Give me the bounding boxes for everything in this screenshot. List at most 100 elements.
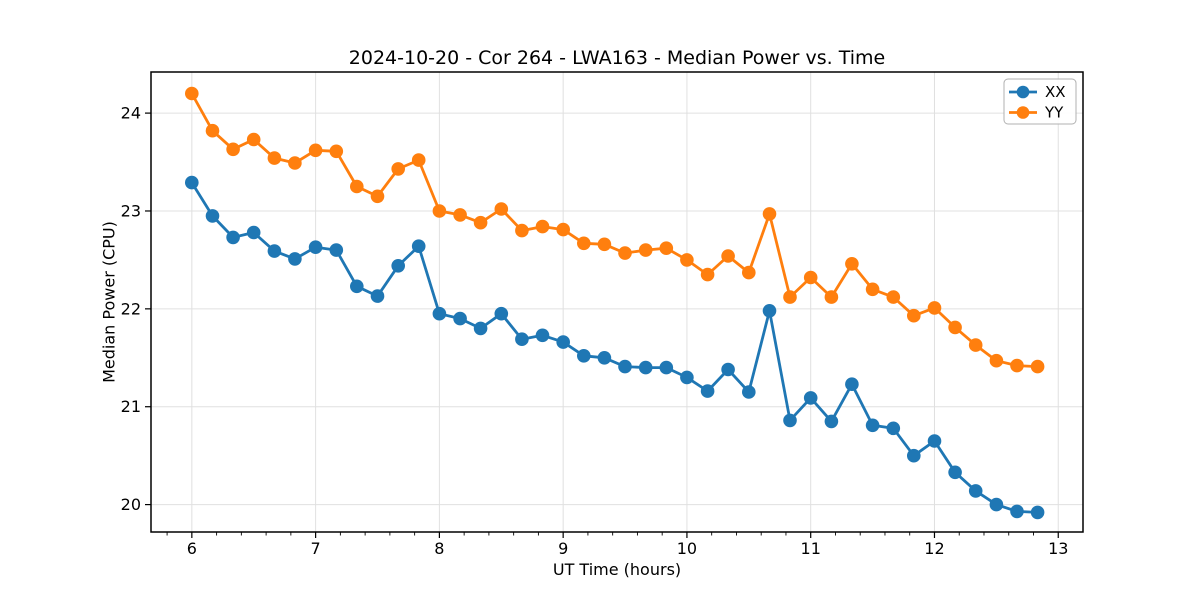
data-point-YY <box>597 237 612 252</box>
series-line-XX <box>190 181 1039 514</box>
data-point-YY <box>350 179 364 194</box>
data-point-XX <box>824 414 839 429</box>
data-point-YY <box>907 308 921 323</box>
data-point-XX <box>886 421 901 436</box>
data-point-XX <box>700 384 715 398</box>
data-point-YY <box>721 249 735 263</box>
x-tick-label: 8 <box>434 539 444 558</box>
data-point-YY <box>803 270 818 285</box>
data-point-YY <box>1030 359 1045 374</box>
data-point-XX <box>865 418 880 433</box>
y-axis-label: Median Power (CPU) <box>99 221 119 383</box>
data-point-YY <box>638 243 653 257</box>
data-point-YY <box>246 132 261 147</box>
data-point-YY <box>845 257 859 271</box>
data-point-XX <box>721 362 735 377</box>
data-point-YY <box>927 301 942 315</box>
data-point-YY <box>556 222 570 237</box>
data-point-YY <box>1010 358 1024 373</box>
data-point-YY <box>783 290 797 304</box>
tick-labels: 6 7 8 9 10 11 12 13 20 21 22 23 24 <box>121 104 1069 558</box>
data-point-YY <box>411 153 426 167</box>
data-point-XX <box>948 465 962 480</box>
y-tick-label: 23 <box>121 201 141 220</box>
chart-title: 2024-10-20 - Cor 264 - LWA163 - Median P… <box>348 47 886 69</box>
grid <box>151 72 1083 532</box>
data-point-YY <box>659 241 674 255</box>
series-line-YY <box>190 92 1039 368</box>
y-tick-label: 21 <box>121 397 141 416</box>
data-point-XX <box>308 240 323 254</box>
legend-entry-XX: XX <box>1009 83 1066 101</box>
x-tick-label: 12 <box>924 539 944 558</box>
data-point-YY <box>329 144 344 159</box>
data-point-XX <box>638 360 653 375</box>
data-point-YY <box>226 142 240 157</box>
data-point-YY <box>453 208 467 222</box>
legend-label-YY: YY <box>1044 104 1064 122</box>
data-point-XX <box>556 335 570 349</box>
axis-ticks <box>145 112 1059 538</box>
data-point-XX <box>762 304 777 318</box>
data-point-XX <box>742 385 756 399</box>
data-point-XX <box>494 306 509 321</box>
data-point-XX <box>535 328 550 343</box>
data-point-YY <box>824 290 839 304</box>
data-point-XX <box>370 289 385 303</box>
legend-marker-XX <box>1016 85 1030 99</box>
y-tick-label: 24 <box>121 104 141 123</box>
plot-frame <box>150 71 1084 533</box>
legend: XX YY <box>1003 78 1077 125</box>
data-point-XX <box>577 349 591 363</box>
data-point-XX <box>329 243 344 257</box>
x-tick-label: 7 <box>311 539 321 558</box>
data-point-YY <box>618 246 632 260</box>
data-point-YY <box>432 204 447 218</box>
data-point-YY <box>577 236 591 251</box>
data-point-YY <box>308 143 323 158</box>
x-axis-label: UT Time (hours) <box>552 560 682 579</box>
data-point-YY <box>865 282 880 297</box>
data-point-YY <box>948 320 962 335</box>
data-point-XX <box>411 239 426 253</box>
data-point-YY <box>680 253 694 267</box>
y-tick-label: 22 <box>121 299 141 318</box>
data-point-XX <box>185 175 199 190</box>
data-point-XX <box>453 311 467 326</box>
data-point-XX <box>1030 505 1045 520</box>
x-tick-label: 13 <box>1048 539 1068 558</box>
data-point-YY <box>762 207 777 221</box>
data-point-YY <box>391 162 406 176</box>
data-point-XX <box>205 209 220 223</box>
data-point-XX <box>1010 504 1024 519</box>
legend-marker-YY <box>1016 106 1030 119</box>
legend-label-XX: XX <box>1045 83 1066 101</box>
series-XX <box>185 175 1045 520</box>
data-point-YY <box>267 151 282 165</box>
data-point-XX <box>783 413 797 428</box>
data-point-YY <box>968 338 983 352</box>
series-YY <box>185 86 1045 374</box>
legend-entry-YY: YY <box>1009 104 1064 122</box>
x-tick-label: 10 <box>677 539 697 558</box>
data-point-YY <box>700 267 715 282</box>
data-point-XX <box>246 225 261 240</box>
data-point-YY <box>742 265 756 280</box>
data-point-XX <box>597 351 612 365</box>
data-point-XX <box>350 279 364 294</box>
data-point-XX <box>989 497 1004 512</box>
data-point-XX <box>515 332 529 347</box>
data-point-XX <box>267 244 282 258</box>
data-point-XX <box>226 230 240 245</box>
x-tick-label: 11 <box>801 539 821 558</box>
data-point-YY <box>370 189 385 204</box>
y-tick-label: 20 <box>121 495 141 514</box>
data-point-YY <box>288 156 302 170</box>
data-point-XX <box>391 259 406 273</box>
data-point-YY <box>185 86 199 101</box>
data-point-XX <box>845 377 859 392</box>
data-point-YY <box>535 219 550 234</box>
data-point-XX <box>659 360 674 375</box>
